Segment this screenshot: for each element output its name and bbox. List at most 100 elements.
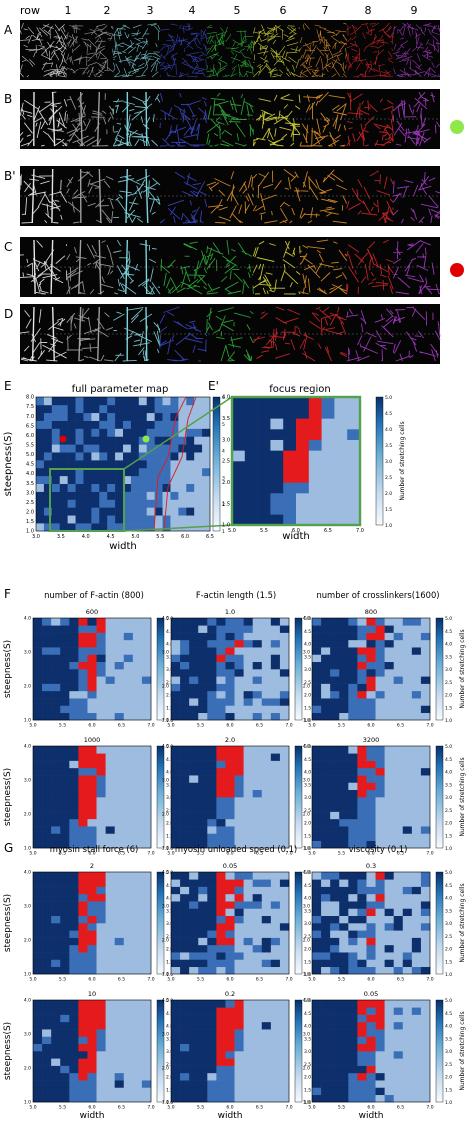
- heatmap-cell: [96, 1029, 106, 1037]
- heatmap-cell: [69, 937, 79, 946]
- heatmap-cell: [357, 654, 367, 663]
- heatmap-cell: [330, 712, 340, 721]
- heatmap-cell: [186, 499, 195, 508]
- heatmap-cell: [180, 833, 190, 842]
- heatmap-cell: [87, 1007, 97, 1015]
- heatmap-cell: [330, 1058, 340, 1066]
- heatmap-cell: [261, 618, 272, 626]
- heatmap-cell: [393, 618, 404, 626]
- heatmap-cell: [216, 753, 226, 761]
- heatmap-cell: [51, 901, 61, 909]
- heatmap-cell: [357, 818, 367, 827]
- heatmap-cell: [105, 1029, 115, 1037]
- heatmap-cell: [225, 1058, 235, 1066]
- heatmap-cell: [339, 1080, 349, 1088]
- heatmap-cell: [60, 930, 70, 938]
- heatmap-cell: [411, 833, 422, 842]
- heatmap-cell: [411, 760, 422, 769]
- heatmap-cell: [194, 436, 203, 445]
- heatmap-cell: [91, 397, 100, 406]
- heatmap-cell: [216, 625, 226, 633]
- y-tick-label: 4.0: [222, 395, 230, 401]
- heatmap-cell: [78, 760, 88, 769]
- heatmap-cell: [366, 1072, 376, 1081]
- heatmap-cell: [207, 826, 217, 834]
- filament-bundle: [50, 239, 54, 295]
- heatmap-cell: [130, 452, 140, 461]
- heatmap-cell: [330, 966, 340, 975]
- colorbar-label: Number of stretching cells: [399, 421, 406, 500]
- heatmap-cell: [132, 959, 143, 968]
- heatmap-cell: [270, 705, 281, 714]
- heatmap-cell: [225, 797, 235, 805]
- heatmap-cell: [207, 840, 217, 849]
- heatmap-cell: [96, 753, 106, 761]
- heatmap-cell: [411, 1029, 422, 1037]
- heatmap-cell: [279, 625, 290, 633]
- heatmap-cell: [180, 782, 190, 791]
- colorbar-tick: 4.0: [304, 642, 311, 648]
- heatmap-cell: [366, 1021, 376, 1030]
- heatmap-cell: [411, 690, 422, 699]
- y-tick-label: 3.0: [162, 650, 169, 656]
- heatmap-cell: [312, 683, 322, 692]
- heatmap-cell: [207, 632, 217, 641]
- y-tick-label: 2.0: [162, 938, 169, 944]
- heatmap-cell: [33, 1007, 43, 1015]
- heatmap-cell: [186, 467, 195, 477]
- heatmap-cell: [420, 908, 431, 917]
- heatmap-cell: [312, 1000, 322, 1008]
- heatmap-cell: [189, 690, 199, 699]
- filament-network: [346, 239, 394, 295]
- heatmap-cell: [60, 797, 70, 805]
- heatmap-cell: [123, 1065, 134, 1074]
- heatmap-cell: [357, 647, 367, 655]
- heatmap-cell: [270, 1072, 281, 1081]
- heatmap-cell: [132, 818, 143, 827]
- heatmap-cell: [42, 760, 52, 769]
- heatmap-cell: [366, 908, 376, 917]
- heatmap-cell: [234, 1058, 244, 1066]
- heatmap-cell: [270, 840, 281, 849]
- heatmap-cell: [69, 746, 79, 754]
- heatmap-cell: [420, 1087, 431, 1096]
- heatmap-cell: [123, 618, 134, 626]
- heatmap-cell: [330, 923, 340, 931]
- heatmap-cell: [339, 840, 349, 849]
- heatmap-cell: [252, 1094, 263, 1103]
- heatmap-cell: [180, 1051, 190, 1059]
- heatmap-cell: [216, 804, 226, 812]
- heatmap-cell: [96, 944, 106, 953]
- heatmap-cell: [123, 1007, 134, 1015]
- heatmap-cell: [146, 523, 155, 532]
- heatmap-cell: [123, 654, 134, 663]
- heatmap-cell: [75, 499, 84, 508]
- heatmap-cell: [225, 618, 235, 626]
- heatmap-cell: [202, 467, 211, 477]
- heatmap-cell: [33, 1036, 43, 1045]
- heatmap-cell: [42, 1087, 52, 1096]
- heatmap-cell: [411, 1072, 422, 1081]
- heatmap-cell: [261, 937, 272, 946]
- filament-network: [206, 24, 254, 78]
- heatmap-cell: [321, 698, 331, 706]
- heatmap-cell: [141, 676, 152, 684]
- heatmap-cell: [366, 654, 376, 663]
- heatmap-cell: [189, 632, 199, 641]
- heatmap-cell: [357, 1007, 367, 1015]
- heatmap-cell: [216, 879, 226, 887]
- heatmap-cell: [312, 826, 322, 834]
- heatmap-cell: [198, 746, 208, 754]
- heatmap-cell: [67, 475, 76, 484]
- heatmap-cell: [189, 1058, 199, 1066]
- heatmap-cell: [69, 959, 79, 968]
- heatmap-cell: [51, 775, 61, 783]
- heatmap-cell: [402, 782, 413, 791]
- heatmap-cell: [375, 746, 385, 754]
- heatmap-cell: [375, 683, 385, 692]
- heatmap-cell: [270, 632, 281, 641]
- heatmap-cell: [42, 886, 52, 895]
- heatmap-cell: [114, 840, 125, 849]
- heatmap-cell: [330, 1021, 340, 1030]
- heatmap-cell: [33, 811, 43, 820]
